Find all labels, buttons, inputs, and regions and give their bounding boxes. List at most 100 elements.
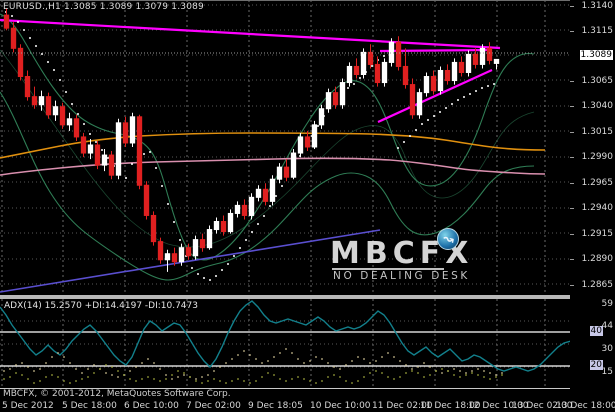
candle-body	[94, 144, 101, 166]
candle-body	[241, 204, 248, 216]
candle-body	[486, 47, 493, 61]
time-axis-label: 11 Dec 18:00	[420, 401, 481, 411]
candle-body	[10, 27, 17, 49]
candle-body	[143, 184, 150, 216]
candle-body	[332, 92, 339, 106]
ma-pink	[0, 157, 546, 176]
candle-body	[150, 214, 157, 243]
candle-body	[318, 108, 325, 126]
price-axis-tick	[570, 183, 574, 184]
time-axis-separator	[0, 388, 571, 389]
candle-body	[388, 41, 395, 63]
candle-body	[87, 144, 94, 154]
candle-body	[493, 58, 500, 64]
candle-body	[290, 152, 297, 178]
price-axis-tick	[570, 132, 574, 133]
candle-body	[101, 154, 108, 166]
candle-body	[339, 82, 346, 106]
time-axis-label: 6 Dec 10:00	[124, 401, 179, 411]
time-axis-label: 12 Dec 10:00	[468, 401, 529, 411]
time-axis-label: 5 Dec 18:00	[62, 401, 117, 411]
price-axis-tick	[570, 6, 574, 7]
candle-body	[3, 14, 10, 29]
candle-body	[52, 106, 59, 116]
candle-body	[297, 136, 304, 154]
candle-body	[66, 118, 73, 126]
time-axis-label: 13 Dec 18:00	[556, 401, 615, 411]
chart-top-edge	[0, 0, 571, 1]
candle-body	[248, 196, 255, 216]
candle-body	[360, 51, 367, 76]
candlestick-series	[3, 8, 500, 272]
adx-indicator-header: ADX(14) 15.2570 +DI:14.4197 -DI:10.7473	[4, 301, 198, 311]
symbol-ohlc-header: EURUSD.,H1 1.3085 1.3089 1.3079 1.3089	[3, 2, 204, 12]
time-axis-label: 13 Dec 02:00	[512, 401, 573, 411]
candle-body	[437, 69, 444, 92]
candle-body	[171, 253, 178, 263]
candle-body	[115, 122, 122, 176]
candle-body	[367, 51, 374, 65]
candle-body	[17, 47, 24, 78]
candle-body	[416, 92, 423, 116]
candle-body	[192, 239, 199, 257]
candle-body	[458, 61, 465, 73]
candle-body	[136, 116, 143, 186]
price-axis-tick	[570, 157, 574, 158]
pane-separator[interactable]	[0, 295, 615, 299]
candle-body	[276, 166, 283, 180]
candle-body	[24, 76, 31, 98]
candle-body	[479, 47, 486, 65]
price-axis-label: 1.3040	[581, 101, 614, 111]
price-axis-column[interactable]: 1.3140 1.3115 1.3065 1.3040 1.3015 1.2990 1.29…	[570, 0, 615, 412]
candle-body	[346, 65, 353, 84]
candle-body	[220, 221, 227, 233]
time-axis-label: 5 Dec 2012	[2, 401, 54, 411]
candle-body	[157, 241, 164, 261]
candle-body	[381, 61, 388, 84]
adx-axis-label: 59	[601, 299, 613, 309]
candle-body	[325, 92, 332, 110]
candle-body	[206, 229, 213, 249]
price-axis-tick	[570, 285, 574, 286]
candle-body	[80, 136, 87, 154]
candle-body	[402, 65, 409, 86]
candle-body	[304, 136, 311, 148]
adx-axis-label: 30	[601, 344, 613, 354]
candle-body	[31, 96, 38, 106]
trendline-blue-support	[0, 229, 381, 293]
adx-indicator-pane[interactable]	[0, 299, 571, 388]
price-chart-pane[interactable]	[0, 0, 571, 295]
price-axis-label: 1.3015	[581, 127, 614, 137]
price-axis-tick	[570, 234, 574, 235]
ma-orange	[0, 132, 546, 159]
price-chart-svg	[0, 0, 571, 295]
price-axis-label: 1.2990	[581, 152, 614, 162]
price-axis-tick	[570, 208, 574, 209]
candle-body	[178, 247, 185, 263]
candle-body	[185, 247, 192, 257]
candle-body	[108, 154, 115, 176]
candle-body	[262, 188, 269, 202]
time-axis-label: 7 Dec 02:00	[186, 401, 241, 411]
candle-body	[472, 53, 479, 65]
price-axis-label: 1.3065	[581, 76, 614, 86]
candle-body	[255, 188, 262, 198]
time-axis-label: 11 Dec 02:00	[372, 401, 433, 411]
candle-body	[395, 41, 402, 67]
candle-body	[59, 106, 66, 126]
adx-line	[0, 300, 571, 372]
adx-chart-svg	[0, 299, 571, 388]
candle-body	[374, 63, 381, 84]
price-axis-label: 1.2940	[581, 203, 614, 213]
trendline-magenta-wedge-lower	[377, 68, 493, 124]
candle-body	[213, 221, 220, 231]
candle-body	[451, 61, 458, 82]
price-axis-tick	[570, 81, 574, 82]
candle-body	[283, 166, 290, 178]
trendline-magenta-resistance	[0, 18, 501, 50]
price-axis-label: 1.3140	[581, 1, 614, 11]
candle-body	[311, 124, 318, 148]
time-axis-label: 9 Dec 18:05	[248, 401, 303, 411]
candle-body	[430, 76, 437, 92]
